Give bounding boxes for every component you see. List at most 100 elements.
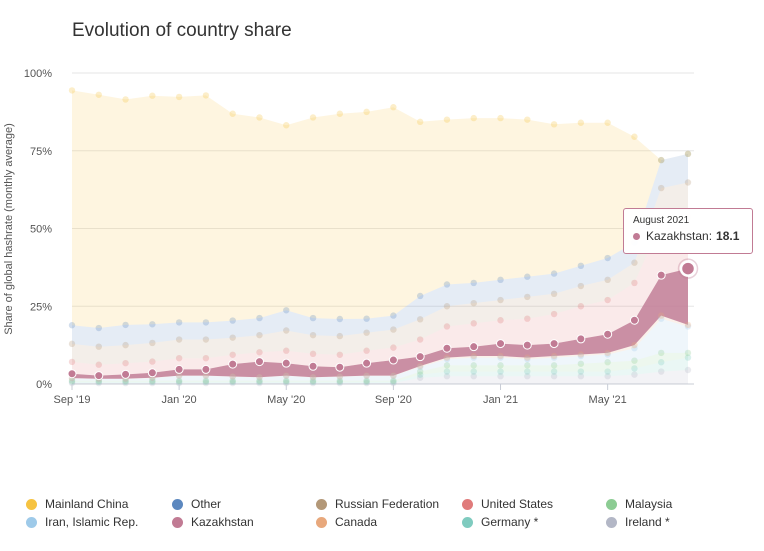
point-united-states[interactable]	[256, 349, 263, 356]
point-kazakhstan[interactable]	[308, 361, 318, 371]
point-russian-federation[interactable]	[309, 331, 317, 339]
point-united-states[interactable]	[470, 320, 477, 327]
point-malaysia[interactable]	[283, 377, 290, 384]
point-russian-federation[interactable]	[604, 276, 611, 284]
point-united-states[interactable]	[175, 354, 183, 362]
point-germany[interactable]	[229, 378, 236, 386]
point-united-states[interactable]	[497, 317, 504, 324]
point-canada[interactable]	[363, 372, 370, 379]
point-russian-federation[interactable]	[658, 184, 665, 192]
point-russian-federation[interactable]	[550, 290, 558, 298]
point-iran-islamic-rep[interactable]	[577, 352, 585, 360]
point-ireland[interactable]	[95, 379, 102, 387]
point-malaysia[interactable]	[524, 362, 531, 369]
point-germany[interactable]	[631, 365, 638, 372]
point-ireland[interactable]	[336, 379, 344, 387]
point-kazakhstan[interactable]	[201, 364, 211, 374]
point-malaysia[interactable]	[390, 377, 397, 384]
point-kazakhstan[interactable]	[228, 359, 238, 369]
point-other[interactable]	[470, 279, 477, 287]
point-iran-islamic-rep[interactable]	[470, 354, 477, 361]
point-germany[interactable]	[443, 368, 451, 375]
legend-item[interactable]: Canada	[316, 515, 377, 529]
point-other[interactable]	[336, 315, 344, 323]
point-other[interactable]	[604, 254, 611, 262]
point-other[interactable]	[68, 322, 76, 329]
point-mainland-china[interactable]	[256, 114, 263, 121]
point-united-states[interactable]	[524, 315, 531, 322]
point-russian-federation[interactable]	[336, 332, 344, 340]
point-ireland[interactable]	[363, 379, 370, 387]
point-ireland[interactable]	[256, 379, 263, 387]
point-mainland-china[interactable]	[604, 119, 611, 126]
point-germany[interactable]	[68, 378, 76, 386]
point-mainland-china[interactable]	[550, 121, 558, 128]
point-malaysia[interactable]	[631, 357, 638, 364]
point-iran-islamic-rep[interactable]	[658, 315, 665, 322]
point-mainland-china[interactable]	[577, 119, 585, 126]
point-malaysia[interactable]	[577, 360, 585, 367]
point-mainland-china[interactable]	[658, 156, 665, 164]
point-malaysia[interactable]	[149, 377, 156, 384]
point-germany[interactable]	[309, 378, 317, 386]
point-canada[interactable]	[497, 352, 504, 360]
point-kazakhstan[interactable]	[335, 362, 345, 372]
point-ireland[interactable]	[524, 373, 531, 380]
point-kazakhstan[interactable]	[121, 369, 131, 379]
legend-item[interactable]: Other	[172, 497, 221, 511]
point-ireland[interactable]	[470, 373, 477, 380]
point-united-states[interactable]	[604, 296, 611, 304]
highlighted-point[interactable]	[679, 260, 697, 277]
point-malaysia[interactable]	[604, 359, 611, 366]
point-germany[interactable]	[363, 378, 370, 386]
point-ireland[interactable]	[283, 379, 290, 387]
point-russian-federation[interactable]	[175, 336, 183, 343]
point-iran-islamic-rep[interactable]	[604, 351, 611, 358]
point-germany[interactable]	[604, 368, 611, 375]
point-united-states[interactable]	[95, 361, 102, 368]
point-russian-federation[interactable]	[229, 334, 236, 341]
legend-item[interactable]: United States	[462, 497, 553, 511]
point-germany[interactable]	[149, 378, 156, 386]
legend-item[interactable]: Ireland *	[606, 515, 670, 529]
point-canada[interactable]	[684, 321, 692, 329]
point-mainland-china[interactable]	[524, 116, 531, 123]
point-malaysia[interactable]	[336, 377, 344, 384]
point-iran-islamic-rep[interactable]	[202, 372, 210, 380]
legend-item[interactable]: Mainland China	[26, 497, 128, 511]
point-mainland-china[interactable]	[416, 118, 424, 126]
point-malaysia[interactable]	[256, 377, 263, 384]
point-mainland-china[interactable]	[390, 104, 397, 111]
point-iran-islamic-rep[interactable]	[550, 354, 558, 361]
point-kazakhstan[interactable]	[254, 357, 264, 367]
point-kazakhstan[interactable]	[603, 329, 613, 339]
point-united-states[interactable]	[416, 336, 424, 343]
point-other[interactable]	[122, 321, 129, 329]
point-united-states[interactable]	[443, 323, 451, 330]
point-germany[interactable]	[175, 378, 183, 386]
point-canada[interactable]	[229, 373, 236, 380]
point-mainland-china[interactable]	[283, 122, 290, 129]
point-malaysia[interactable]	[658, 349, 665, 357]
point-other[interactable]	[524, 273, 531, 280]
point-canada[interactable]	[390, 372, 397, 379]
point-germany[interactable]	[283, 378, 290, 386]
point-canada[interactable]	[604, 349, 611, 357]
point-ireland[interactable]	[149, 379, 156, 387]
point-germany[interactable]	[684, 354, 692, 361]
point-ireland[interactable]	[416, 374, 424, 381]
point-united-states[interactable]	[631, 279, 638, 287]
point-germany[interactable]	[390, 378, 397, 386]
point-other[interactable]	[390, 312, 397, 319]
point-mainland-china[interactable]	[684, 150, 692, 158]
point-other[interactable]	[202, 319, 210, 326]
point-mainland-china[interactable]	[175, 93, 183, 101]
legend-item[interactable]: Germany *	[462, 515, 538, 529]
point-mainland-china[interactable]	[229, 110, 236, 117]
point-ireland[interactable]	[497, 373, 504, 380]
point-other[interactable]	[363, 315, 370, 322]
point-kazakhstan[interactable]	[656, 270, 666, 280]
point-russian-federation[interactable]	[524, 293, 531, 301]
point-russian-federation[interactable]	[202, 336, 210, 343]
point-kazakhstan[interactable]	[629, 315, 639, 325]
